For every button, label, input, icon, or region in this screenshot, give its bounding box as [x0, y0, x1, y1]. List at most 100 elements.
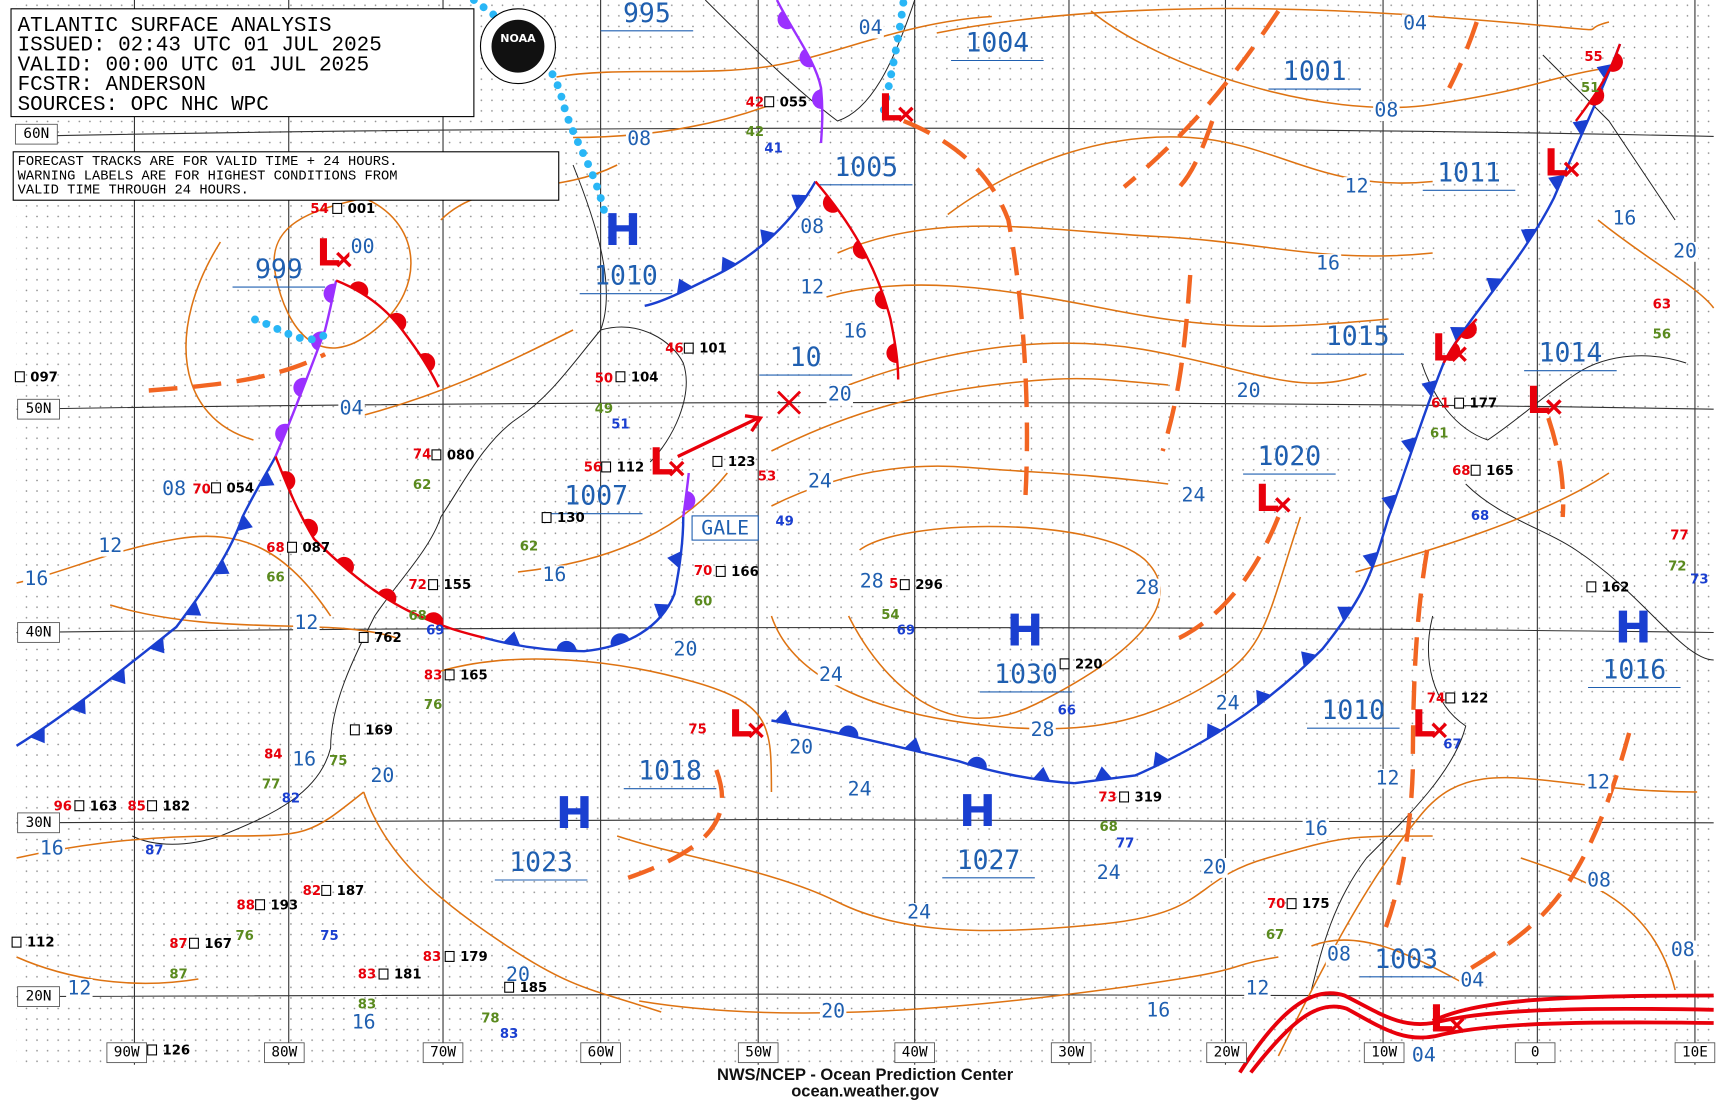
station-id: 177 [1470, 397, 1498, 412]
isobar-label-bg [1669, 940, 1697, 961]
station-id: 175 [1302, 897, 1330, 912]
lon-label: 70W [430, 1045, 456, 1061]
lon-label: 20W [1214, 1045, 1240, 1061]
isobar-label-bg [1029, 720, 1056, 741]
station-temperature: 56 [584, 461, 602, 476]
station-id: 087 [302, 541, 330, 556]
station-id: 181 [394, 968, 422, 983]
isobar-label-bg [338, 399, 365, 420]
station-temperature: 77 [1670, 529, 1688, 544]
isobar-label: 08 [1671, 938, 1695, 961]
front-symbol [349, 281, 369, 297]
isobar-label-bg [858, 572, 885, 592]
station-id: 122 [1461, 692, 1489, 707]
front-symbol [654, 603, 670, 619]
isobar-label-bg [1214, 694, 1241, 714]
lat-label-box [17, 986, 60, 1007]
front-symbol [1486, 277, 1503, 293]
front-symbol [1094, 766, 1113, 781]
station-other: 75 [320, 929, 338, 944]
station-dewpoint: 68 [408, 609, 426, 624]
station-other: 77 [1116, 837, 1134, 852]
low-x [1449, 1017, 1465, 1033]
isobar-label-bg [905, 903, 933, 923]
pressure-label: 1018 [638, 756, 702, 787]
isobar-label-bg [1325, 944, 1353, 965]
front-symbol [1450, 326, 1466, 342]
isobars [16, 7, 1715, 1057]
isobar-label: 20 [674, 638, 698, 661]
isobar-label: 20 [789, 736, 813, 759]
warning-box [691, 515, 759, 541]
station-dewpoint: 77 [262, 777, 280, 792]
lon-label: 90W [114, 1045, 140, 1061]
station-icon [211, 482, 221, 494]
low-x [1546, 399, 1562, 415]
ice-edge-dot [573, 138, 582, 147]
station-dewpoint: 66 [266, 571, 284, 586]
front-symbol [110, 668, 126, 685]
front-line [274, 456, 486, 640]
station-icon [358, 631, 369, 643]
isobar-label: 04 [1460, 969, 1484, 992]
ice-edge-dot [319, 331, 328, 340]
station-dewpoint: 78 [481, 1012, 499, 1027]
ice-edge-dot [469, 0, 478, 4]
pressure-label: 1015 [1326, 321, 1390, 352]
isobar-label: 16 [24, 567, 48, 590]
station-icon [1445, 692, 1456, 704]
low-x [1431, 722, 1448, 739]
low-x [1451, 346, 1467, 362]
isobar-label-bg [1134, 578, 1161, 599]
isobar-label-bg [350, 1013, 377, 1033]
header-line: SOURCES: OPC NHC WPC [18, 94, 269, 117]
low-x [1563, 161, 1580, 178]
station-dewpoint: 60 [694, 595, 712, 610]
station-temperature: 42 [746, 95, 764, 110]
station-temperature: 74 [413, 447, 431, 462]
isobar-label: 04 [1412, 1044, 1436, 1067]
isobar-label: 00 [351, 235, 375, 258]
isobar-label: 20 [370, 764, 394, 787]
station-icon [349, 724, 360, 736]
front-symbol [293, 377, 307, 397]
isobar-label: 20 [821, 1000, 845, 1023]
lon-label: 0 [1531, 1045, 1540, 1061]
front-symbol [791, 194, 808, 210]
station-id: 165 [460, 668, 488, 683]
isobar-label: 24 [808, 469, 832, 492]
station-id: 193 [271, 898, 299, 913]
station-icon [74, 800, 85, 812]
station-dewpoint: 42 [746, 125, 764, 140]
lon-label: 10W [1371, 1045, 1397, 1061]
lon-label-box [1363, 1042, 1405, 1064]
station-dewpoint: 83 [358, 997, 376, 1012]
station-other: 69 [426, 623, 444, 638]
station-temperature: 85 [127, 799, 145, 814]
station-id: 097 [30, 370, 58, 385]
front-symbol [1301, 651, 1317, 667]
ice-edge-dot [897, 10, 906, 19]
station-dewpoint: 76 [235, 929, 253, 944]
station-temperature: 63 [1653, 298, 1671, 313]
isobar-label-bg [1373, 101, 1400, 121]
isobar-label: 24 [819, 663, 843, 686]
lat-label-box [17, 812, 60, 834]
station-id: 055 [780, 95, 808, 110]
isobar-label: 28 [1135, 576, 1159, 599]
low-symbol: L [879, 86, 903, 130]
low-symbol: L [1430, 996, 1454, 1040]
station-temperature: 70 [192, 483, 210, 498]
lat-label: 60N [23, 126, 49, 142]
isobar-label: 04 [340, 397, 364, 420]
front-symbol [774, 709, 793, 725]
isobar-label: 12 [1245, 976, 1269, 999]
high-symbol: H [1006, 606, 1043, 657]
low-x [1274, 497, 1291, 513]
station-icon [504, 981, 515, 993]
station-id: 155 [444, 578, 472, 593]
lon-label-box [1514, 1042, 1556, 1064]
front-symbol [610, 633, 630, 647]
ice-edge-dot [284, 329, 293, 338]
front-symbol [667, 550, 682, 569]
